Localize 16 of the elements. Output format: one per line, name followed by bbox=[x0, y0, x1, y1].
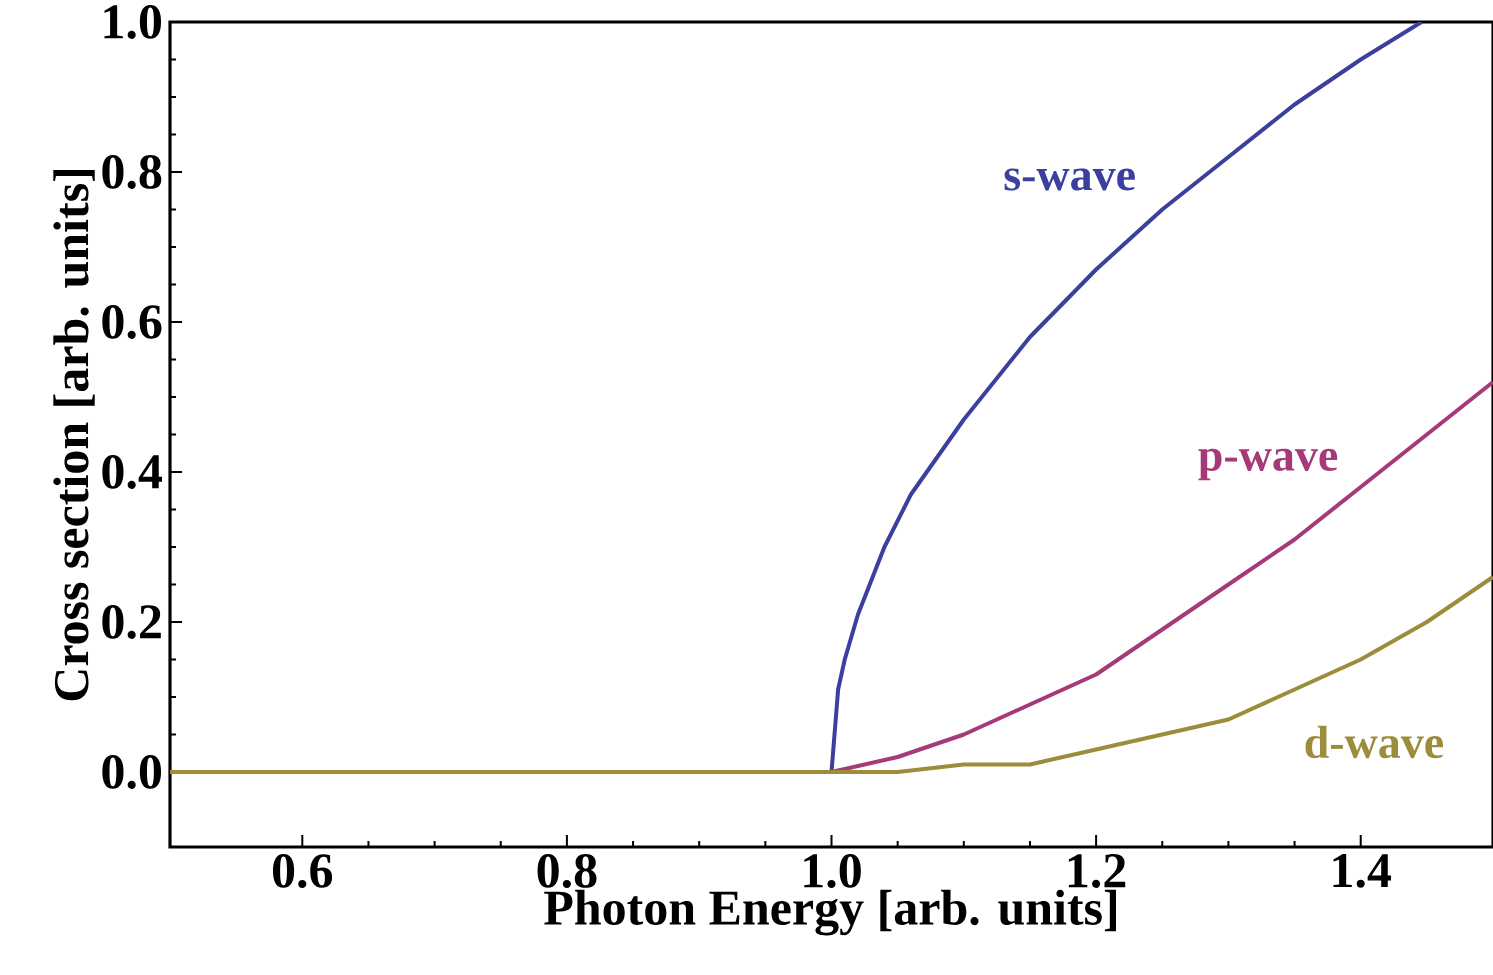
x-tick-label: 1.2 bbox=[1068, 854, 1126, 888]
x-tick-label: 1.4 bbox=[1333, 854, 1392, 888]
x-tick-label: 1.0 bbox=[804, 854, 861, 889]
y-tick-label: 0.4 bbox=[102, 455, 162, 489]
x-tick-label: 0.8 bbox=[537, 854, 597, 889]
y-axis-title: Cross section [arb. units] bbox=[53, 169, 95, 701]
series-label: p-wave bbox=[1198, 448, 1338, 481]
x-axis-title: Photon Energy [arb. units] bbox=[544, 889, 1116, 936]
series-label: d-wave bbox=[1305, 725, 1444, 759]
x-tick-label: 0.6 bbox=[272, 854, 333, 889]
series-label: s-wave bbox=[1004, 168, 1135, 191]
y-tick-label: 0.2 bbox=[102, 605, 161, 639]
y-tick-label: 0.8 bbox=[102, 155, 162, 189]
y-tick-label: 1.0 bbox=[104, 5, 162, 39]
y-tick-label: 0.6 bbox=[102, 305, 162, 339]
y-tick-label: 0.0 bbox=[102, 755, 162, 789]
